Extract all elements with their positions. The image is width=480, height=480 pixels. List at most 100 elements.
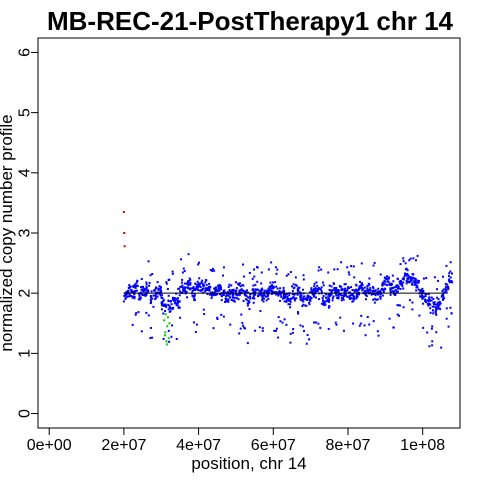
normal-point (353, 276, 356, 279)
normal-point (244, 298, 247, 301)
normal-point (133, 295, 136, 298)
gain-point (123, 232, 126, 234)
normal-point (395, 291, 398, 294)
normal-point (305, 297, 308, 300)
normal-point (318, 287, 321, 290)
normal-point (242, 263, 245, 266)
normal-point (369, 287, 372, 290)
normal-point (173, 299, 176, 302)
normal-point (404, 273, 407, 276)
normal-point (363, 286, 366, 289)
normal-point (411, 308, 414, 311)
normal-point (208, 282, 211, 285)
normal-point (203, 313, 206, 316)
normal-point (347, 286, 350, 289)
normal-point (439, 308, 442, 311)
normal-point (414, 259, 417, 262)
normal-point (127, 295, 130, 298)
normal-point (448, 272, 451, 275)
normal-point (227, 300, 230, 303)
normal-point (262, 300, 265, 303)
normal-point (165, 282, 168, 285)
normal-point (213, 287, 216, 290)
normal-point (322, 284, 325, 287)
normal-point (219, 286, 222, 289)
normal-point (390, 291, 393, 294)
normal-point (431, 340, 434, 343)
normal-point (183, 270, 186, 273)
normal-point (300, 296, 303, 299)
normal-point (437, 303, 440, 306)
normal-point (308, 303, 311, 306)
normal-point (133, 297, 136, 300)
normal-point (234, 290, 237, 293)
normal-point (364, 291, 367, 294)
normal-point (260, 289, 263, 292)
normal-point (445, 264, 448, 267)
normal-point (415, 289, 418, 292)
normal-point (261, 327, 264, 330)
normal-point (406, 269, 409, 272)
normal-point (131, 296, 134, 299)
normal-point (328, 305, 331, 308)
normal-point (135, 312, 138, 315)
normal-point (410, 276, 413, 279)
normal-point (265, 290, 268, 293)
normal-point (187, 282, 190, 285)
normal-point (199, 286, 202, 289)
normal-point (293, 299, 296, 302)
normal-point (149, 274, 152, 277)
normal-point (332, 282, 335, 285)
normal-point (401, 277, 404, 280)
normal-point (198, 277, 201, 280)
normal-point (366, 287, 369, 290)
normal-point (152, 294, 155, 297)
normal-point (191, 290, 194, 293)
normal-point (218, 286, 221, 289)
normal-point (419, 295, 422, 298)
normal-point (179, 285, 182, 288)
normal-point (355, 288, 358, 291)
normal-point (160, 296, 163, 299)
normal-point (441, 275, 444, 278)
normal-point (327, 271, 330, 274)
normal-point (422, 296, 425, 299)
normal-point (396, 304, 399, 307)
normal-point (364, 298, 367, 301)
normal-point (308, 338, 311, 341)
normal-point (359, 322, 362, 325)
normal-point (145, 283, 148, 286)
normal-point (252, 296, 255, 299)
normal-point (192, 286, 195, 289)
normal-point (124, 297, 127, 300)
normal-point (331, 288, 334, 291)
normal-point (292, 283, 295, 286)
normal-point (445, 317, 448, 320)
normal-point (429, 303, 432, 306)
normal-point (145, 311, 148, 314)
normal-point (214, 294, 217, 297)
normal-point (157, 289, 160, 292)
normal-point (193, 289, 196, 292)
normal-point (242, 284, 245, 287)
normal-point (388, 317, 391, 320)
normal-point (202, 285, 205, 288)
normal-point (414, 281, 417, 284)
normal-point (350, 293, 353, 296)
normal-point (327, 300, 330, 303)
normal-point (239, 327, 242, 330)
normal-point (296, 311, 299, 314)
normal-point (342, 329, 345, 332)
normal-point (370, 293, 373, 296)
normal-point (289, 341, 292, 344)
normal-point (160, 303, 163, 306)
normal-point (325, 296, 328, 299)
normal-point (286, 297, 289, 300)
normal-point (133, 286, 136, 289)
normal-point (206, 288, 209, 291)
normal-point (334, 321, 337, 324)
normal-point (247, 301, 250, 304)
normal-point (367, 284, 370, 287)
normal-point (364, 334, 367, 337)
normal-point (197, 286, 200, 289)
